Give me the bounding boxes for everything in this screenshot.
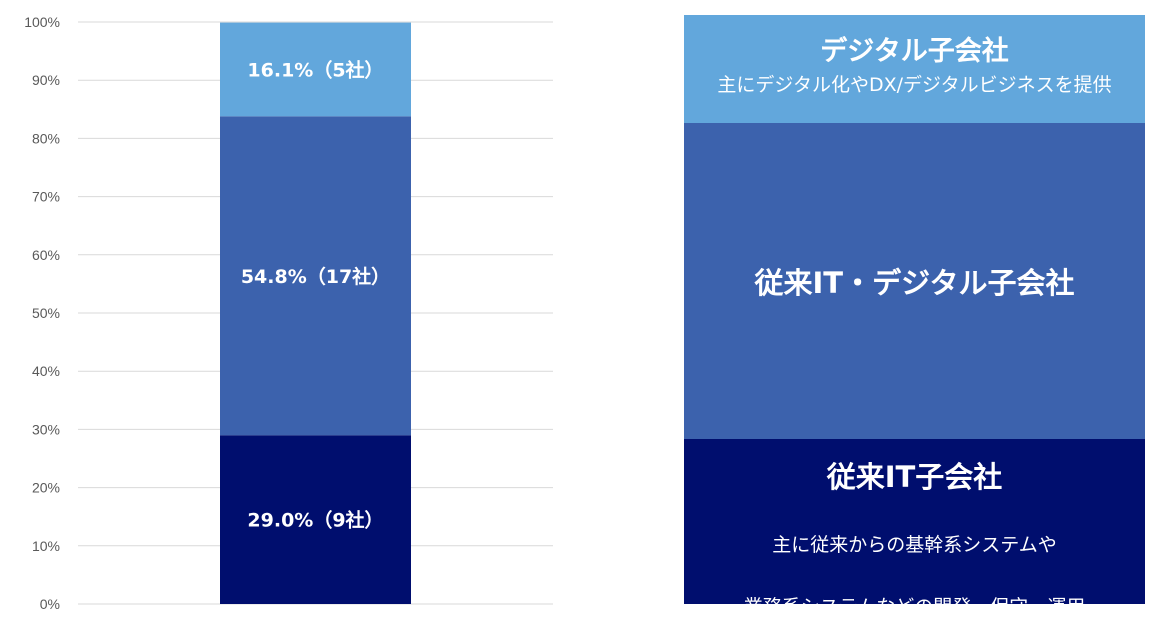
y-tick-label: 10% [32, 538, 60, 554]
y-tick-label: 40% [32, 363, 60, 379]
bar-data-label: 54.8%（17社） [241, 265, 390, 288]
y-tick-label: 100% [24, 14, 60, 30]
y-tick-label: 20% [32, 480, 60, 496]
panel-title-legacy: 従来IT子会社 [826, 460, 1003, 494]
bar-segment [220, 435, 411, 604]
y-tick-label: 30% [32, 421, 60, 437]
bar-data-label: 29.0%（9社） [247, 509, 383, 532]
bar-data-label: 16.1%（5社） [247, 58, 383, 81]
panel-desc-legacy-line-2: 業務系システムなどの開発・保守・運用 [743, 596, 1086, 618]
y-tick-label: 0% [40, 596, 60, 612]
panel-title-digital: デジタル子会社 [820, 36, 1009, 67]
y-tick-label: 70% [32, 189, 60, 205]
y-tick-label: 50% [32, 305, 60, 321]
legend-panel-hybrid: 従来IT・デジタル子会社 [684, 123, 1145, 439]
panel-title-hybrid: 従来IT・デジタル子会社 [754, 266, 1075, 300]
legend-panel-legacy: 従来IT子会社 主に従来からの基幹系システムや 業務系システムなどの開発・保守・… [684, 439, 1145, 618]
data-labels: 29.0%（9社） 54.8%（17社） 16.1%（5社） [241, 58, 390, 531]
y-tick-label: 90% [32, 72, 60, 88]
legend-panel-digital: デジタル子会社 主にデジタル化やDX/デジタルビジネスを提供 [684, 15, 1145, 123]
bar-segments [220, 22, 411, 604]
y-tick-label: 60% [32, 247, 60, 263]
panel-desc-digital-line-1: 主にデジタル化やDX/デジタルビジネスを提供 [717, 74, 1112, 96]
stacked-bar-chart: 0% 10% 20% 30% 40% 50% 60% 70% 80% 90% 100% 29.0%（… [24, 14, 553, 612]
bar-segment [220, 22, 411, 117]
y-tick-label: 80% [32, 130, 60, 146]
panel-desc-legacy-line-1: 主に従来からの基幹系システムや [772, 534, 1057, 556]
bar-segment [220, 116, 411, 436]
y-axis-ticks: 0% 10% 20% 30% 40% 50% 60% 70% 80% 90% 100% [24, 14, 60, 612]
